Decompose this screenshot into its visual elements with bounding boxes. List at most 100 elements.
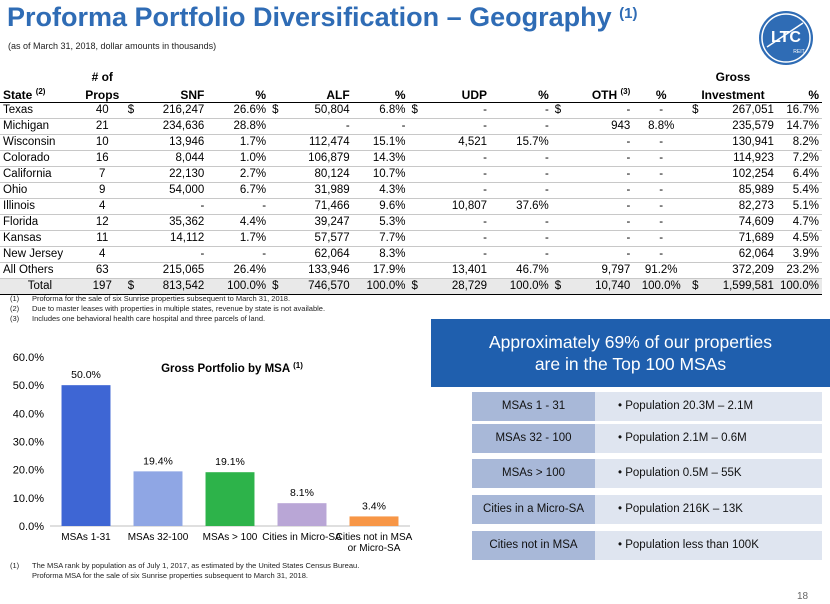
table-cell-snf: $216,247 [124,102,208,119]
msa-tier-label: Cities not in MSA [472,531,595,560]
cell-value: 130,941 [732,136,774,148]
bar-1 [133,471,183,526]
header-oth-pct: % [633,84,690,103]
cell-value: 106,879 [308,152,350,164]
table-cell-oth: 943 [551,118,634,135]
table-cell-gross-pct: 16.7% [776,102,822,119]
table-cell-state: Texas [0,102,80,119]
table-cell-udp: 13,401 [408,262,491,279]
table-cell-udp-pct: 15.7% [490,134,552,151]
table-header-row: State (2) Props SNF % ALF % UDP % OTH (3… [0,84,822,103]
table-cell-snf: 22,130 [124,166,208,183]
header-oth: OTH (3) [551,84,634,103]
table-cell-props: 197 [79,277,125,295]
table-cell-oth: - [551,182,634,199]
cell-value: - [200,248,205,260]
footnote: Proforma MSA for the sale of six Sunrise… [32,571,308,580]
table-cell-gross: 74,609 [689,214,777,231]
cell-value: 216,247 [162,104,205,116]
cell-value: 267,051 [732,104,774,116]
table-cell-alf-pct: 15.1% [352,134,409,151]
table-cell-oth-pct: - [633,166,690,183]
table-cell-alf-pct: 14.3% [352,150,409,167]
top-msa-callout: Approximately 69% of our properties are … [431,319,830,387]
table-cell-snf-pct: 28.8% [207,118,270,135]
table-cell-snf: 14,112 [124,230,208,247]
cell-value: 943 [611,120,631,132]
table-cell-udp: - [408,118,491,135]
table-cell-gross-pct: 5.1% [776,198,822,215]
table-cell-udp: $ - [408,102,491,119]
y-tick-label: 20.0% [13,465,44,477]
table-cell-gross-pct: 23.2% [776,262,822,279]
table-cell-udp: - [408,214,491,231]
cell-value: 8,044 [175,152,205,164]
table-cell-snf: - [124,246,208,263]
table-cell-state: Illinois [0,198,80,215]
table-cell-snf-pct: 1.7% [207,134,270,151]
cell-value: 13,946 [169,136,205,148]
cell-value: - [626,168,631,180]
cell-value: 102,254 [732,168,774,180]
table-cell-udp: $28,729 [408,277,491,295]
table-cell-udp: - [408,230,491,247]
table-cell-snf: 8,044 [124,150,208,167]
table-row: Wisconsin 10 13,946 1.7% 112,474 15.1% 4,521 15… [0,134,822,151]
table-cell-snf-pct: 100.0% [207,277,270,295]
table-cell-props: 21 [79,118,125,135]
cell-value: 62,064 [738,248,774,260]
table-cell-gross: $267,051 [689,102,777,119]
table-cell-oth-pct: - [633,182,690,199]
y-tick-label: 0.0% [19,521,44,533]
cell-value: - [483,248,488,260]
table-cell-snf-pct: 4.4% [207,214,270,231]
table-cell-state: Wisconsin [0,134,80,151]
cell-value: 14,112 [169,232,205,244]
geography-table: # of Gross State (2) Props SNF % ALF % U… [0,68,822,295]
header-empty [0,68,80,84]
cell-value: - [626,248,631,260]
table-cell-udp: - [408,182,491,199]
header-snf-pct: % [207,84,270,103]
logo-subtext: REIT [793,49,804,55]
table-cell-props: 11 [79,230,125,247]
table-cell-props: 63 [79,262,125,279]
table-header-row-top: # of Gross [0,68,822,84]
bar-3 [277,503,327,526]
table-row: Florida 12 35,362 4.4% 39,247 5.3% - - - -74,609 4… [0,214,822,231]
table-cell-alf-pct: 9.6% [352,198,409,215]
cell-value: 71,466 [314,200,350,212]
table-cell-udp: - [408,150,491,167]
table-row: Colorado 16 8,044 1.0% 106,879 14.3% - - - -114,9… [0,150,822,167]
table-cell-snf: 13,946 [124,134,208,151]
table-cell-oth: - [551,166,634,183]
table-row: All Others 63 215,065 26.4% 133,946 17.9% 13,4… [0,262,822,279]
page-title: Proforma Portfolio Diversification – Geo… [7,2,637,33]
cell-value: 80,124 [314,168,350,180]
header-alf-pct: % [352,84,409,103]
table-cell-gross-pct: 5.4% [776,182,822,199]
table-cell-alf-pct: 7.7% [352,230,409,247]
header-state: State (2) [0,84,80,103]
table-footnotes: (1) Proforma for the sale of six Sunrise … [10,294,325,324]
cell-value: - [626,104,631,116]
table-cell-oth-pct: - [633,230,690,247]
currency-symbol: $ [554,104,562,116]
cell-value: 9,797 [601,264,631,276]
table-cell-state: Florida [0,214,80,231]
table-cell-alf: 80,124 [269,166,353,183]
table-cell-state: Colorado [0,150,80,167]
table-cell-alf: $746,570 [269,277,353,295]
footnote: (1) The MSA rank by population as of July… [10,561,360,570]
table-cell-alf: 57,577 [269,230,353,247]
cell-value: 1,599,581 [722,280,774,292]
table-cell-oth-pct: - [633,134,690,151]
cell-value: 54,000 [169,184,205,196]
table-cell-snf-pct: - [207,246,270,263]
table-cell-udp: 4,521 [408,134,491,151]
currency-symbol: $ [127,104,135,116]
table-cell-alf-pct: 17.9% [352,262,409,279]
table-cell-gross: 82,273 [689,198,777,215]
table-cell-snf-pct: 1.7% [207,230,270,247]
table-cell-alf-pct: - [352,118,409,135]
